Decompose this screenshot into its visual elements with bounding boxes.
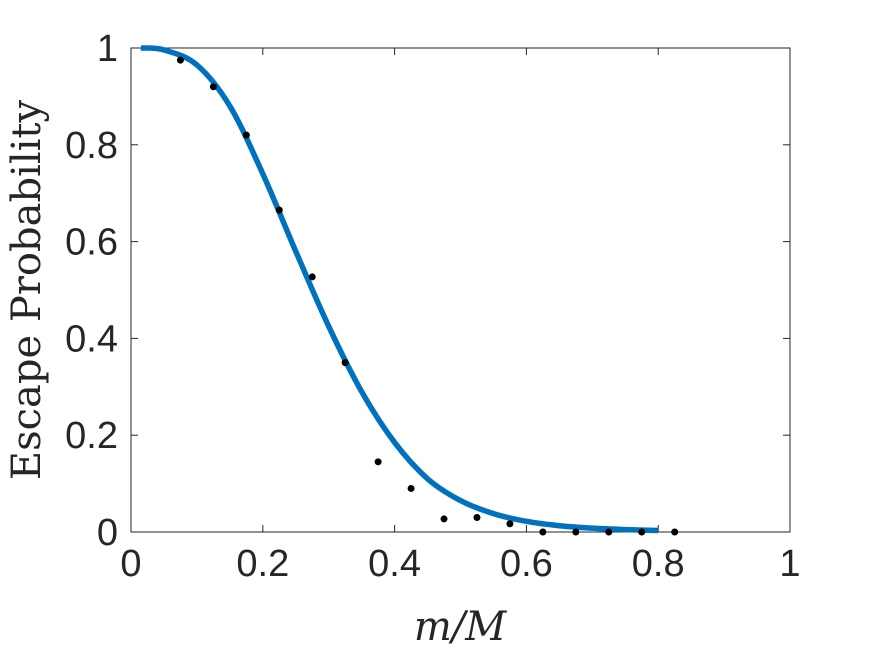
data-point <box>539 528 547 536</box>
data-point <box>440 515 448 523</box>
data-point <box>275 206 283 214</box>
y-tick-label: 0.8 <box>65 125 118 167</box>
plot-area <box>130 47 791 533</box>
y-axis: 0 0.2 0.4 0.6 0.8 1 <box>65 28 790 554</box>
x-tick-label: 0.6 <box>500 543 553 585</box>
data-point <box>242 131 250 139</box>
data-point <box>605 528 613 536</box>
y-tick-label: 0.6 <box>65 222 118 264</box>
data-point <box>407 484 415 492</box>
x-tick-label: 0 <box>120 543 141 585</box>
data-point <box>473 513 481 521</box>
data-point <box>638 528 646 536</box>
data-point <box>341 359 349 367</box>
fit-curve <box>140 45 659 534</box>
data-point <box>374 458 382 466</box>
x-tick-label: 0.4 <box>368 543 421 585</box>
x-tick-label: 0.2 <box>236 543 289 585</box>
data-point <box>308 273 316 281</box>
y-tick-label: 1 <box>97 28 118 70</box>
x-tick-label: 0.8 <box>632 543 685 585</box>
y-axis-title: Escape Probability <box>4 100 50 481</box>
data-point <box>506 520 514 528</box>
fit-curve-layer <box>140 45 659 534</box>
x-axis-title: m/M <box>414 604 507 650</box>
data-point <box>209 83 217 91</box>
data-point <box>671 528 679 536</box>
axes-box <box>130 47 791 533</box>
y-tick-label: 0.4 <box>65 318 118 360</box>
data-points-layer <box>176 56 679 536</box>
y-tick-label: 0.2 <box>65 415 118 457</box>
x-tick-label: 1 <box>779 543 800 585</box>
y-tick-label: 0 <box>97 512 118 554</box>
data-point <box>572 528 580 536</box>
data-point <box>176 56 184 64</box>
x-axis: 0 0.2 0.4 0.6 0.8 1 <box>120 48 801 585</box>
